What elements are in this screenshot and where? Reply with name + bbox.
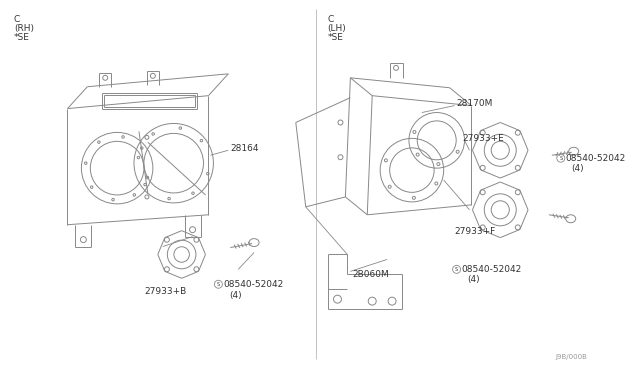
Text: 27933+E: 27933+E [463, 134, 504, 143]
Text: (LH): (LH) [328, 24, 346, 33]
Text: 08540-52042: 08540-52042 [223, 280, 284, 289]
Text: C: C [328, 15, 334, 24]
Text: *SE: *SE [14, 33, 30, 42]
Text: J9B/000B: J9B/000B [556, 354, 588, 360]
Text: 2B060M: 2B060M [353, 270, 389, 279]
Text: 08540-52042: 08540-52042 [566, 154, 626, 163]
Text: C: C [14, 15, 20, 24]
Text: (4): (4) [229, 291, 242, 300]
Text: (RH): (RH) [14, 24, 34, 33]
Text: (4): (4) [572, 164, 584, 173]
Text: S: S [455, 267, 458, 272]
Text: *SE: *SE [328, 33, 344, 42]
Text: S: S [217, 282, 220, 287]
Text: S: S [559, 156, 563, 161]
Text: 27933+B: 27933+B [144, 287, 186, 296]
Text: 08540-52042: 08540-52042 [461, 265, 522, 274]
Text: 27933+F: 27933+F [454, 227, 496, 236]
Text: 28170M: 28170M [456, 99, 493, 108]
Text: (4): (4) [467, 275, 480, 284]
Text: 28164: 28164 [230, 144, 259, 153]
